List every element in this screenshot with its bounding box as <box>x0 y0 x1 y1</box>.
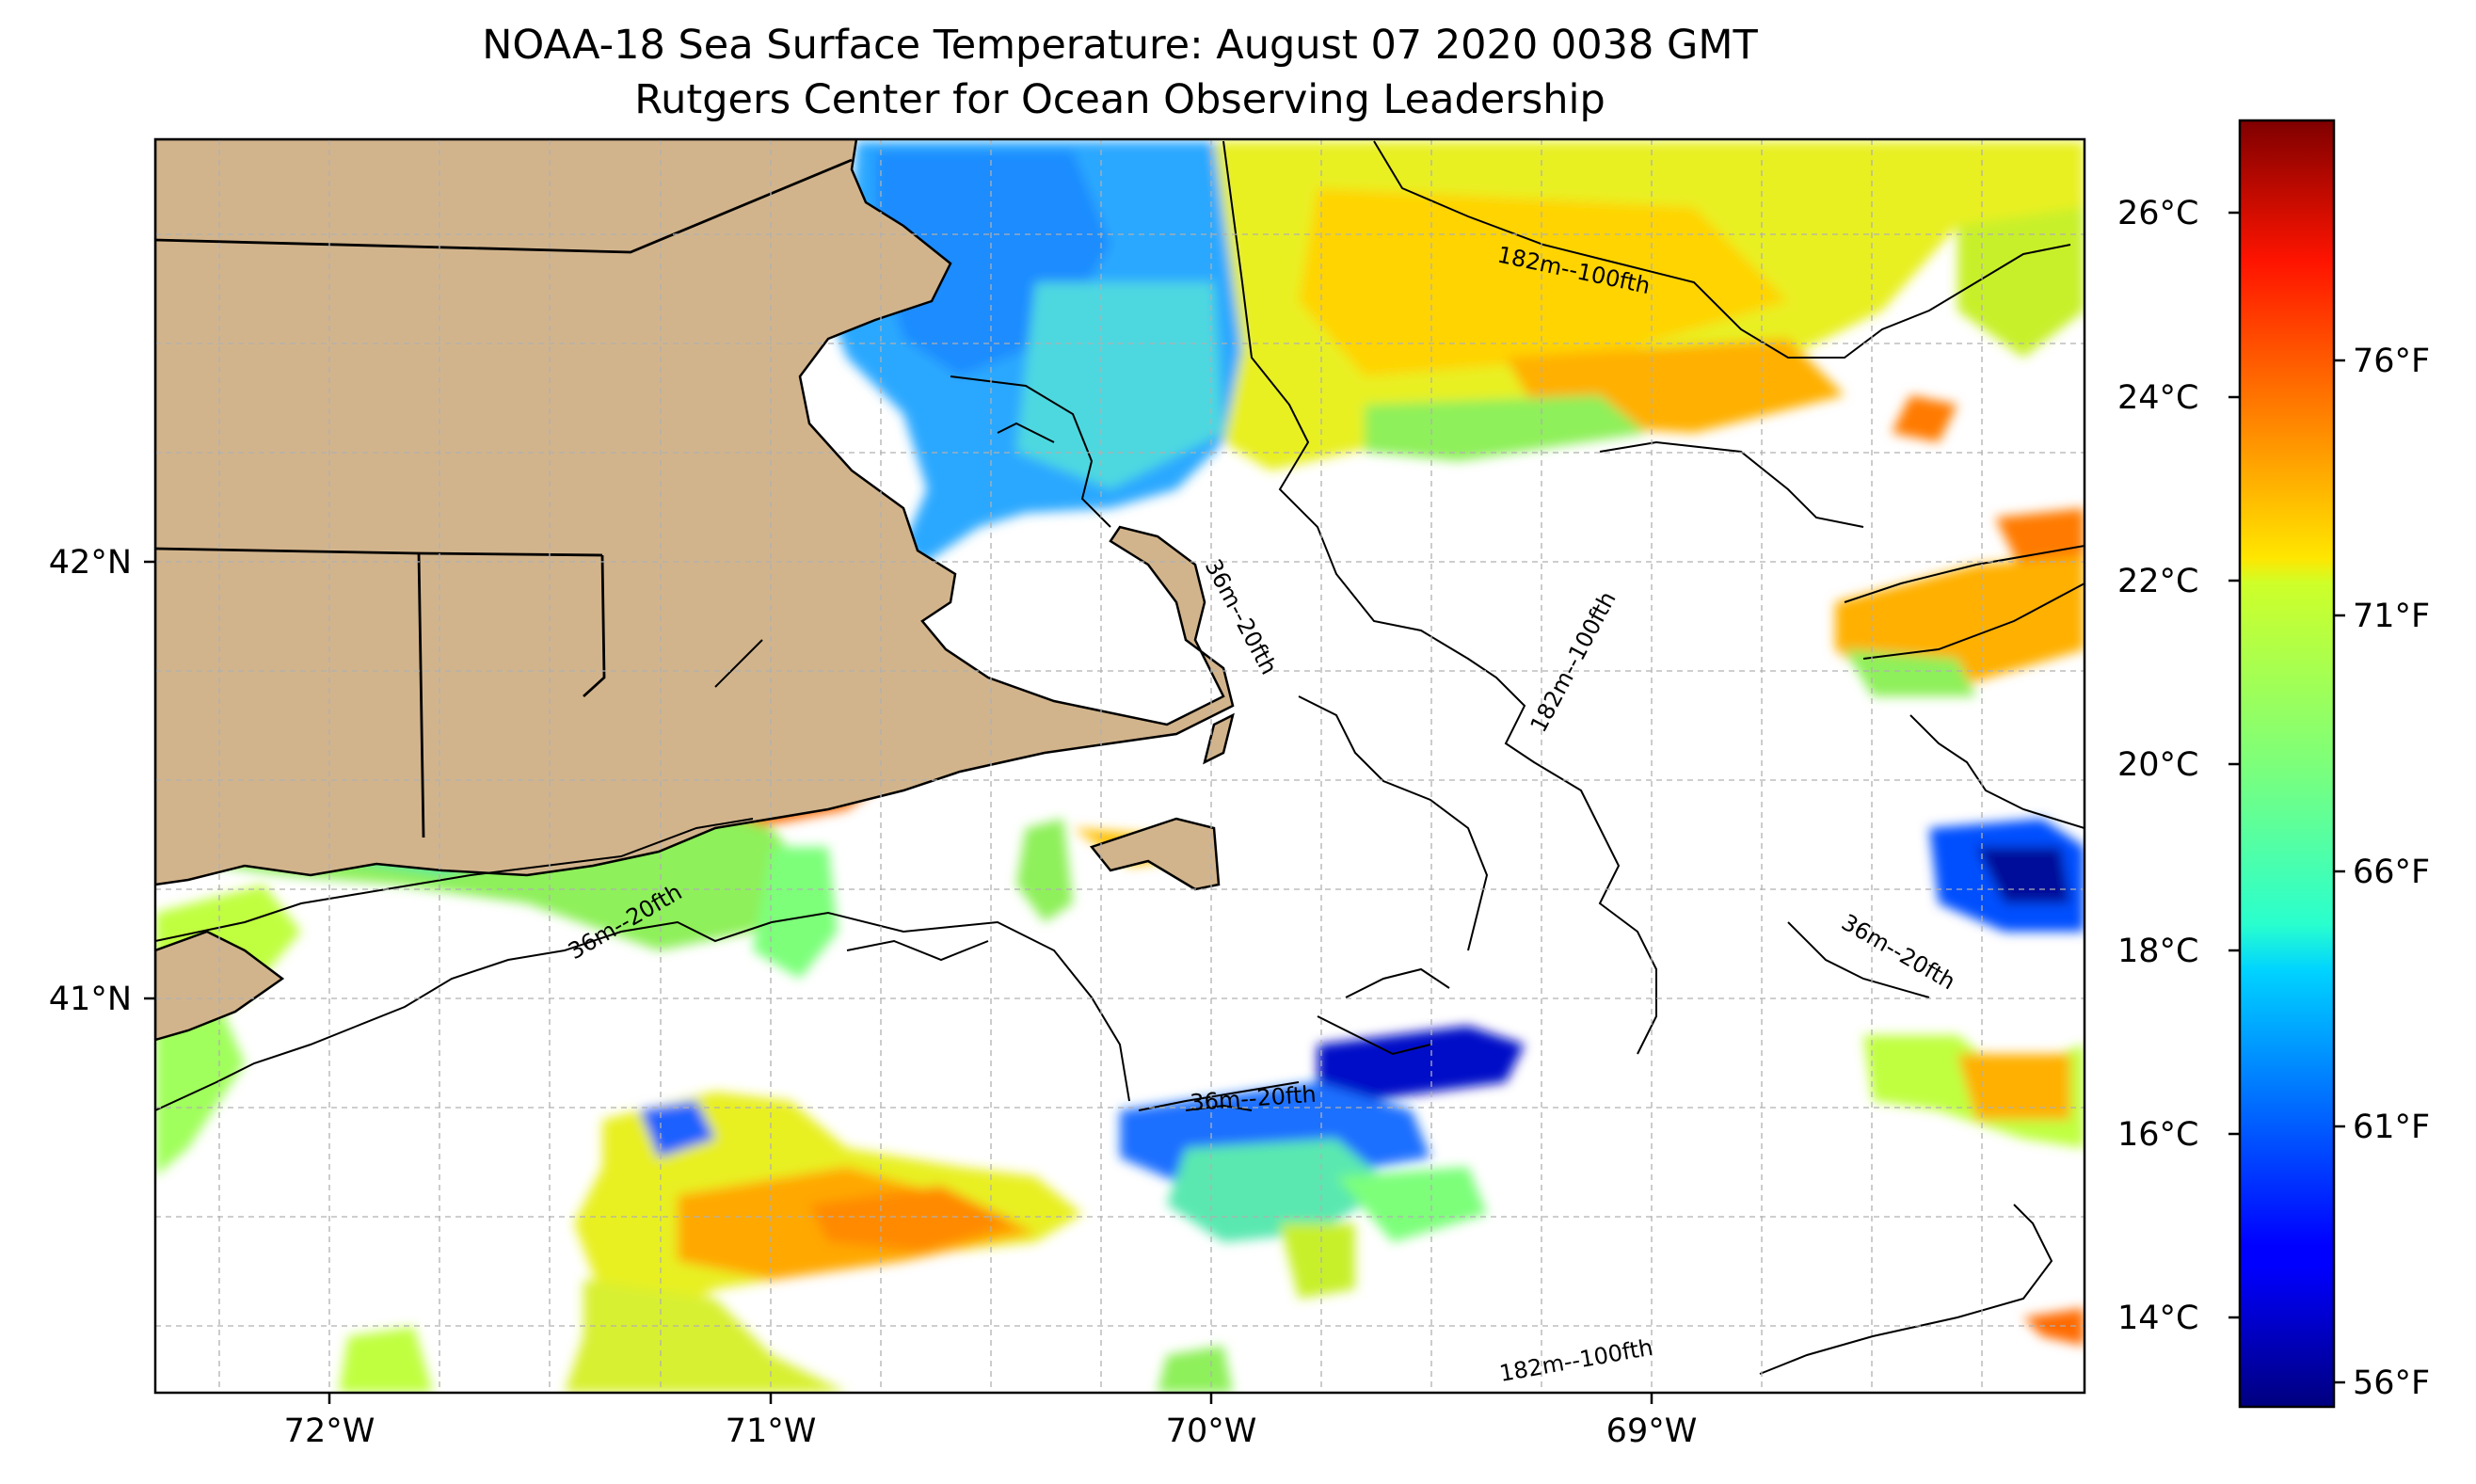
axis-ticks <box>144 560 1653 1404</box>
lon-label: 72°W <box>284 1412 375 1450</box>
lat-label: 41°N <box>49 981 132 1018</box>
colorbar-celsius-label: 26°C <box>2117 195 2198 232</box>
colorbar-celsius-label: 22°C <box>2117 563 2198 600</box>
map-subtitle: Rutgers Center for Ocean Observing Leade… <box>634 76 1605 123</box>
map-panel: 182m--100fth 36m--20fth 182m--100fth 36m… <box>155 139 2085 1393</box>
axis-labels: 72°W 71°W 70°W 69°W 42°N 41°N <box>49 544 1698 1450</box>
colorbar-fahrenheit-label: 71°F <box>2353 598 2430 635</box>
colorbar-celsius-label: 18°C <box>2117 933 2198 970</box>
map-title: NOAA-18 Sea Surface Temperature: August … <box>482 22 1758 69</box>
colorbar-celsius-label: 14°C <box>2117 1300 2198 1337</box>
colorbar-fahrenheit-label: 61°F <box>2353 1109 2430 1146</box>
lon-label: 71°W <box>726 1412 817 1450</box>
colorbar: 26°C 24°C 22°C 20°C 18°C 16°C 14°C 76°F … <box>2117 119 2430 1409</box>
graticule <box>155 139 2085 1393</box>
lat-label: 42°N <box>49 544 132 582</box>
lon-label: 69°W <box>1606 1412 1698 1450</box>
map-frame <box>153 137 2086 1395</box>
colorbar-fahrenheit-label: 76°F <box>2353 343 2430 380</box>
bathymetry-contours <box>155 140 2085 1375</box>
colorbar-celsius-label: 24°C <box>2117 379 2198 417</box>
colorbar-scale <box>2238 119 2336 1409</box>
colorbar-fahrenheit-label: 66°F <box>2353 854 2430 891</box>
lon-label: 70°W <box>1166 1412 1257 1450</box>
land <box>155 139 1235 1042</box>
colorbar-fahrenheit-label: 56°F <box>2353 1364 2430 1402</box>
colorbar-celsius-label: 16°C <box>2117 1116 2198 1154</box>
state-borders <box>155 158 853 838</box>
colorbar-celsius-label: 20°C <box>2117 746 2198 784</box>
